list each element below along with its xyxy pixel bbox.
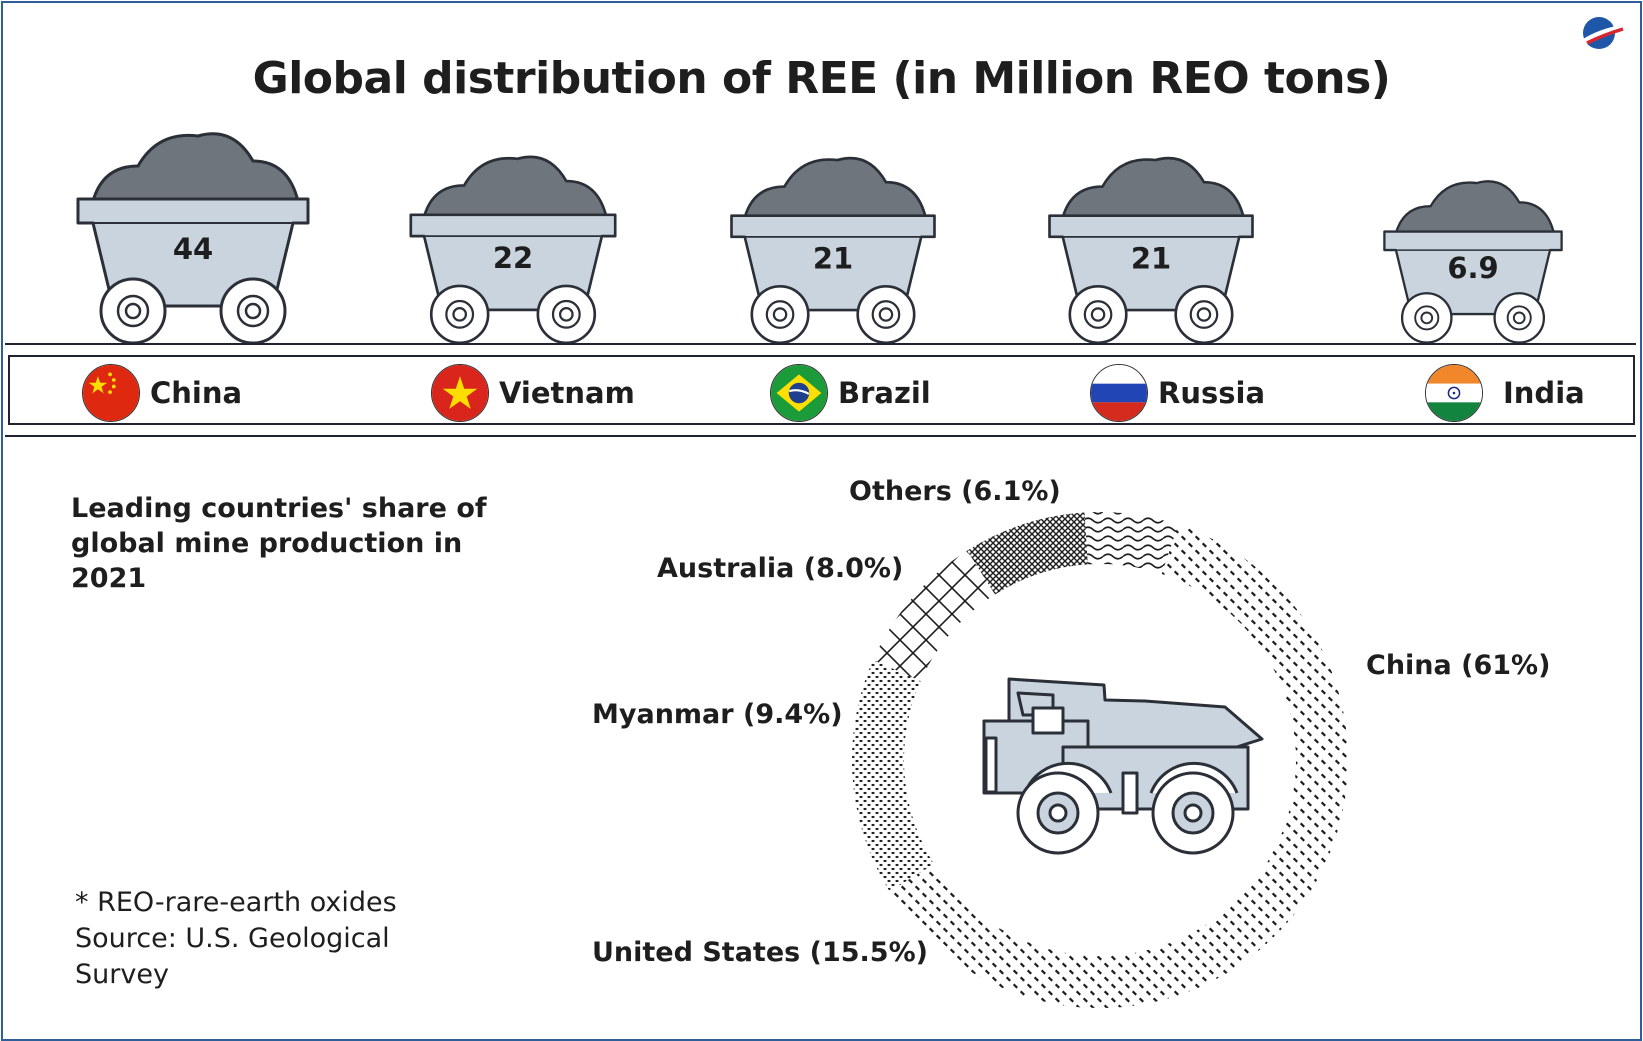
- donut-slice-myanmar: [873, 550, 995, 681]
- country-label-china: China: [150, 376, 243, 410]
- slice-label-china: China (61%): [1366, 650, 1551, 681]
- cart-value-india: 6.9: [1447, 251, 1498, 285]
- footnote-source-cont: Survey: [75, 959, 169, 990]
- brazil-flag-icon: [770, 364, 828, 422]
- russia-flag-icon: [1090, 364, 1148, 422]
- cart-value-vietnam: 22: [493, 241, 533, 275]
- donut-slice-united-states: [852, 660, 934, 892]
- country-item-china: China: [82, 363, 242, 423]
- cart-value-russia: 21: [1131, 242, 1171, 276]
- footnote-source: Source: U.S. Geological: [75, 923, 390, 954]
- slice-label-australia: Australia (8.0%): [657, 553, 904, 584]
- cart-vietnam: 22: [409, 155, 617, 343]
- country-label-india: India: [1503, 376, 1585, 410]
- cart-brazil: 21: [730, 156, 936, 343]
- reserves-cart-chart: 44 22 21 21 6.9: [76, 132, 1563, 343]
- production-donut-chart: [852, 512, 1348, 1009]
- donut-slice-others: [1084, 512, 1179, 574]
- pie-subtitle: Leading countries' share of global mine …: [71, 493, 487, 594]
- cart-china: 44: [76, 132, 310, 343]
- cart-value-brazil: 21: [813, 242, 853, 276]
- vietnam-flag-icon: [431, 364, 489, 422]
- country-label-russia: Russia: [1158, 376, 1266, 410]
- country-strip-inner: [8, 355, 1635, 425]
- country-strip: China Vietnam Brazil: [5, 343, 1636, 437]
- donut-slice-australia: [967, 512, 1088, 595]
- india-flag-icon: [1425, 364, 1483, 422]
- country-label-brazil: Brazil: [838, 376, 931, 410]
- cart-value-china: 44: [173, 232, 213, 266]
- country-item-india: India: [1425, 363, 1585, 423]
- country-item-russia: Russia: [1090, 363, 1265, 423]
- brand-logo-icon: [1583, 17, 1624, 49]
- footnote-reo: * REO-rare-earth oxides: [75, 887, 397, 918]
- slice-label-united-states: United States (15.5%): [592, 937, 928, 968]
- cart-india: 6.9: [1383, 180, 1563, 343]
- country-label-vietnam: Vietnam: [499, 376, 635, 410]
- slice-label-others: Others (6.1%): [849, 476, 1061, 507]
- slice-label-myanmar: Myanmar (9.4%): [592, 699, 843, 730]
- cart-russia: 21: [1048, 156, 1254, 343]
- dump-truck-icon: [982, 677, 1264, 855]
- country-item-vietnam: Vietnam: [431, 363, 635, 423]
- china-flag-icon: [82, 364, 140, 422]
- page-title: Global distribution of REE (in Million R…: [252, 53, 1391, 104]
- country-item-brazil: Brazil: [770, 363, 931, 423]
- footnote: * REO-rare-earth oxides Source: U.S. Geo…: [75, 885, 495, 993]
